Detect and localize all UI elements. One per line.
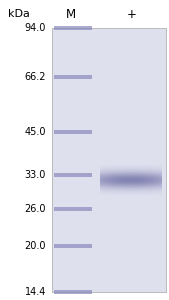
- Text: M: M: [66, 8, 76, 20]
- Bar: [54, 290, 92, 294]
- Bar: [54, 130, 92, 134]
- Bar: [54, 26, 92, 30]
- Text: 94.0: 94.0: [25, 23, 46, 33]
- Text: 45.0: 45.0: [25, 127, 46, 137]
- Text: 26.0: 26.0: [25, 204, 46, 214]
- Text: 14.4: 14.4: [25, 287, 46, 297]
- Bar: [54, 244, 92, 248]
- Text: 66.2: 66.2: [25, 72, 46, 82]
- Text: 33.0: 33.0: [25, 170, 46, 180]
- Bar: [54, 173, 92, 177]
- Text: 20.0: 20.0: [25, 241, 46, 251]
- Text: kDa: kDa: [8, 9, 30, 19]
- Text: +: +: [127, 8, 137, 20]
- Bar: [54, 75, 92, 79]
- Bar: [52, 28, 166, 292]
- Bar: [54, 207, 92, 211]
